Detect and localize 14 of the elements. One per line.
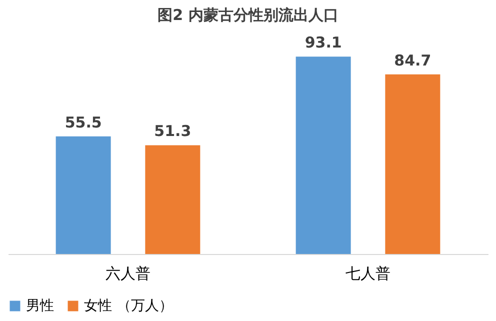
x-tick-label: 七人普: [346, 264, 390, 282]
bar: [145, 145, 200, 254]
bar: [385, 74, 440, 254]
legend-title: （万人）: [117, 298, 173, 314]
data-label: 55.5: [64, 113, 102, 132]
legend-label: 男性: [26, 298, 54, 314]
bar: [296, 56, 351, 254]
data-label: 51.3: [154, 122, 192, 140]
legend-label: 女性: [84, 298, 112, 314]
chart-title: 图2 内蒙古分性别流出人口: [158, 6, 338, 24]
data-label: 93.1: [304, 34, 342, 52]
data-label: 84.7: [394, 51, 432, 70]
bar: [56, 136, 111, 254]
x-tick-label: 六人普: [106, 264, 150, 282]
